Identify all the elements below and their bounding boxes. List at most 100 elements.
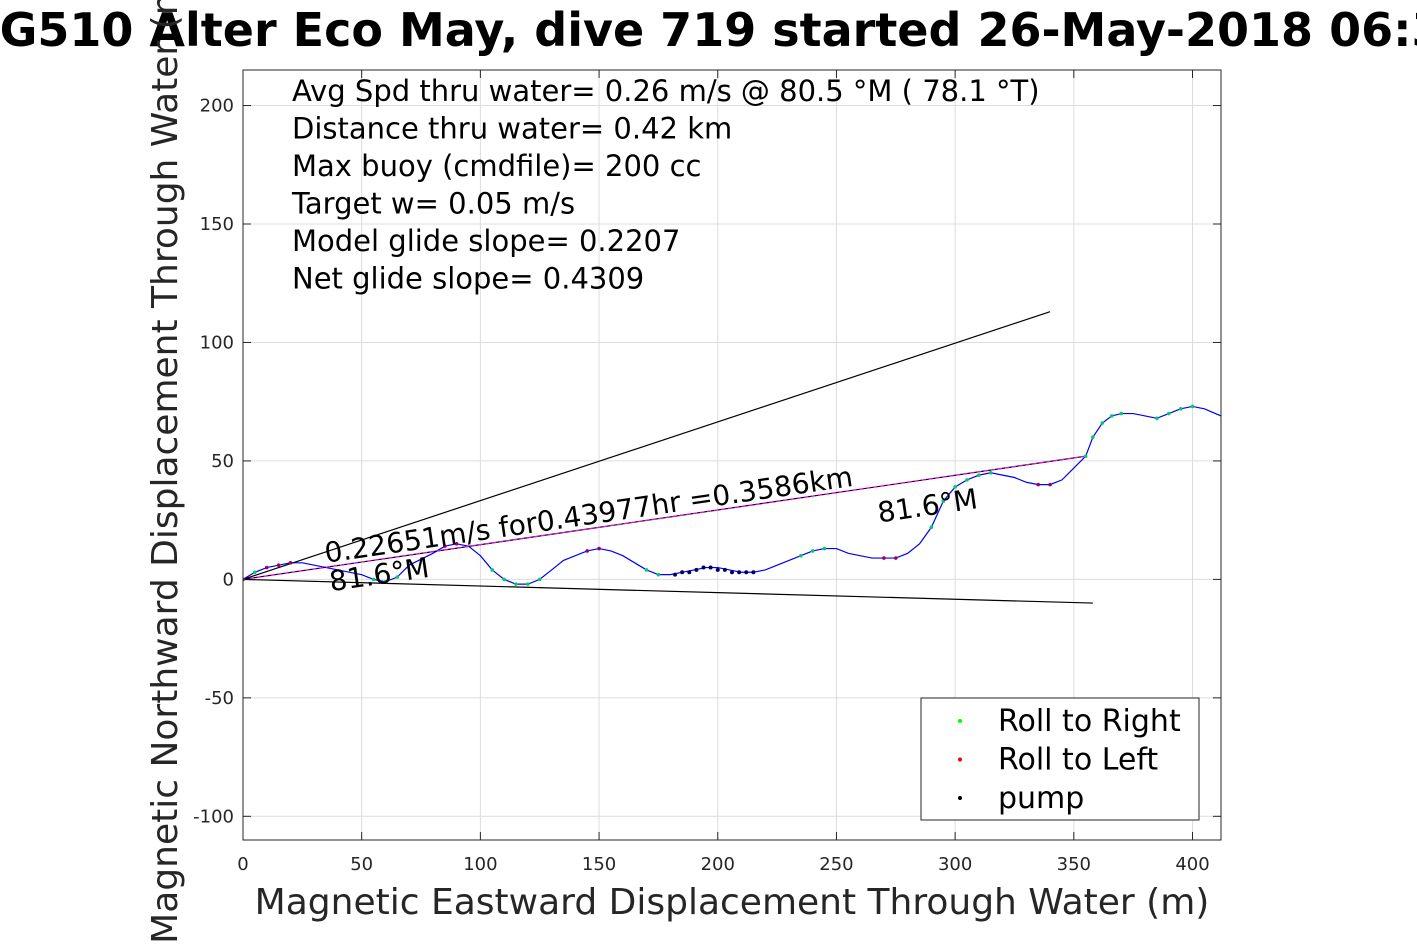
x-axis-ticks: 0 50 100 150 200 250 300 350 400 (237, 70, 1210, 875)
data-point (929, 525, 934, 530)
y-axis-label: Magnetic Northward Displacement Through … (145, 0, 186, 944)
y-tick-label: 100 (200, 332, 234, 353)
data-point (1083, 454, 1088, 458)
data-point (988, 470, 993, 475)
series-markers (243, 404, 1195, 586)
data-point (276, 563, 281, 567)
grid (242, 70, 1221, 840)
slope-annotation: 81.6°M (875, 482, 979, 529)
data-point (737, 570, 742, 575)
data-point (656, 572, 661, 577)
data-point (1155, 416, 1159, 421)
stats-line: Model glide slope= 0.2207 (292, 224, 680, 258)
data-point (715, 567, 720, 572)
data-point (1048, 482, 1052, 487)
x-tick-label: 350 (1057, 854, 1091, 875)
data-point (822, 546, 827, 551)
stats-line: Avg Spd thru water= 0.26 m/s @ 80.5 °M (… (292, 74, 1040, 108)
x-tick-label: 100 (463, 854, 497, 875)
y-tick-label: 0 (223, 569, 234, 590)
data-point (893, 556, 898, 560)
data-point (597, 546, 601, 551)
data-point (264, 565, 269, 570)
data-point (701, 565, 706, 570)
data-point (1190, 404, 1195, 409)
slope-annotation: 0.22651m/s for0.43977hr =0.3586km (322, 460, 855, 570)
x-tick-label: 0 (237, 854, 248, 875)
data-point (383, 579, 388, 584)
data-point (1119, 411, 1124, 416)
annotations: 0.22651m/s for0.43977hr =0.3586km81.6°M8… (322, 460, 979, 598)
data-point (490, 568, 495, 572)
x-tick-label: 150 (582, 854, 616, 875)
data-point (585, 549, 589, 553)
data-point (1110, 414, 1114, 418)
data-point (1178, 407, 1183, 411)
x-tick-label: 50 (350, 854, 373, 875)
stats-line: Distance thru water= 0.42 km (292, 112, 732, 146)
data-point (514, 582, 518, 586)
stats-line: Target w= 0.05 m/s (291, 187, 575, 221)
data-point (810, 549, 815, 553)
legend-marker (958, 757, 962, 762)
data-point (953, 485, 957, 489)
series-line-heading-line-dashed- (243, 455, 1086, 580)
x-tick-label: 250 (819, 854, 853, 875)
legend-marker (958, 719, 962, 723)
data-point (722, 567, 727, 572)
data-point (1166, 411, 1171, 416)
data-point (680, 570, 685, 575)
y-tick-label: -100 (193, 806, 234, 827)
y-tick-label: -50 (205, 688, 234, 709)
y-tick-label: 150 (200, 214, 234, 235)
data-point (965, 478, 969, 482)
y-axis-ticks: -100 -50 0 50 100 150 200 (193, 96, 1221, 827)
data-point (502, 577, 506, 582)
chart-title: SG510 Alter Eco May, dive 719 started 26… (0, 3, 1417, 57)
markers-pump (673, 565, 756, 577)
data-point (537, 577, 542, 582)
data-point (673, 572, 678, 577)
legend-label: Roll to Right (998, 704, 1181, 739)
data-point (882, 556, 886, 560)
stats-block: Avg Spd thru water= 0.26 m/s @ 80.5 °M (… (291, 74, 1040, 296)
x-tick-label: 400 (1175, 854, 1209, 875)
x-tick-label: 300 (938, 854, 972, 875)
data-point (288, 561, 293, 565)
y-tick-label: 200 (200, 96, 234, 117)
legend-marker (958, 796, 962, 800)
legend-box (920, 697, 1200, 821)
markers-roll-to-left (243, 482, 1052, 582)
data-point (526, 582, 530, 586)
series-line-envelope-upper (243, 311, 1051, 580)
data-point (371, 577, 376, 582)
data-point (442, 544, 447, 549)
markers-roll-to-right (243, 404, 1195, 586)
data-point (395, 575, 400, 579)
legend-label: pump (998, 781, 1084, 816)
data-point (644, 568, 649, 572)
stats-line: Net glide slope= 0.4309 (292, 262, 644, 296)
data-point (687, 570, 692, 575)
data-point (977, 473, 981, 477)
x-tick-label: 200 (701, 854, 735, 875)
data-point (1091, 435, 1095, 440)
stats-line: Max buoy (cmdfile)= 200 cc (292, 149, 701, 183)
data-point (253, 570, 257, 575)
data-point (730, 570, 734, 575)
legend-label: Roll to Left (998, 743, 1158, 778)
data-point (941, 499, 946, 504)
y-tick-label: 50 (211, 451, 234, 472)
axes-box (242, 69, 1222, 841)
x-axis-label: Magnetic Eastward Displacement Through W… (255, 882, 1210, 923)
data-point (694, 567, 699, 572)
data-point (1100, 421, 1105, 425)
data-point (454, 542, 459, 546)
data-point (1036, 482, 1041, 487)
data-point (708, 565, 713, 570)
data-point (751, 570, 756, 575)
data-point (744, 570, 749, 575)
data-point (799, 553, 803, 558)
